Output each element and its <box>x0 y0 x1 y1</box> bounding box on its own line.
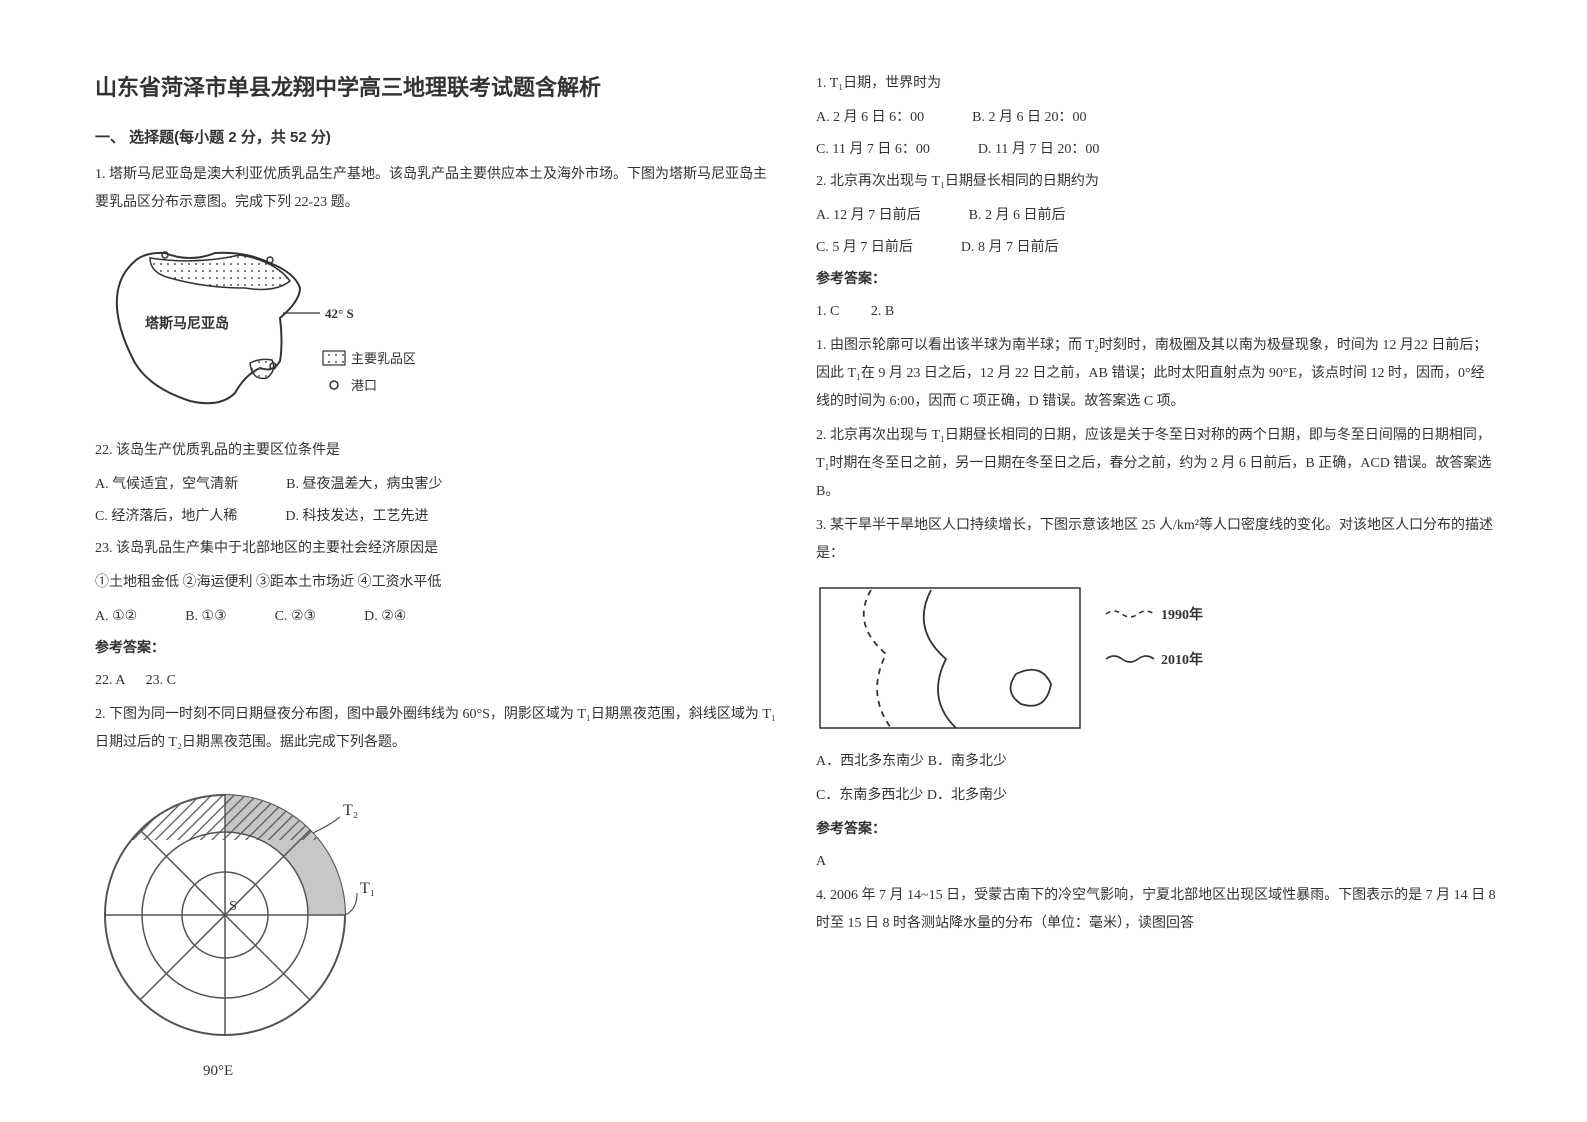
q2s2-d: D. 8 月 7 日前后 <box>961 234 1059 262</box>
legend-1990-line <box>1106 611 1154 617</box>
q2-sub2: 2. 北京再次出现与 T₁日期昼长相同的日期约为 <box>816 168 1497 196</box>
label-s: S <box>229 899 237 914</box>
q22-opt-d: D. 科技发达，工艺先进 <box>285 503 428 531</box>
q2s1-d: D. 11 月 7 日 20：00 <box>978 136 1100 164</box>
density-svg: 1990年 2010年 <box>816 584 1246 734</box>
q23-opt-d: D. ②④ <box>364 603 406 631</box>
q2s2-c: C. 5 月 7 日前后 <box>816 234 913 262</box>
legend-2010-label: 2010年 <box>1161 651 1203 668</box>
tasmania-map-svg: 42° S 塔斯马尼亚岛 主要乳品区 港口 <box>95 233 415 423</box>
line-2010 <box>924 590 956 728</box>
q2s2-b: B. 2 月 6 日前后 <box>969 202 1066 230</box>
q2-answer-line: 1. C 2. B <box>816 298 1497 326</box>
q22-opts-cd: C. 经济落后，地广人稀 D. 科技发达，工艺先进 <box>95 503 776 531</box>
label-t1: T₁ <box>360 880 375 897</box>
q3-answer: A <box>816 848 1497 876</box>
q22-text: 22. 该岛生产优质乳品的主要区位条件是 <box>95 437 776 465</box>
line-1990 <box>864 590 891 728</box>
q2s1-c: C. 11 月 7 日 6：00 <box>816 136 930 164</box>
q22-opt-a: A. 气候适宜，空气清新 <box>95 471 238 499</box>
q1-answer-label: 参考答案： <box>95 635 776 663</box>
q2-sub1-cd: C. 11 月 7 日 6：00 D. 11 月 7 日 20：00 <box>816 136 1497 164</box>
arc-t2 <box>313 817 340 833</box>
right-column: 1. T₁日期，世界时为 A. 2 月 6 日 6：00 B. 2 月 6 日 … <box>816 70 1497 1082</box>
q23-text: 23. 该岛乳品生产集中于北部地区的主要社会经济原因是 <box>95 535 776 563</box>
q2s2-a: A. 12 月 7 日前后 <box>816 202 921 230</box>
page-title: 山东省菏泽市单县龙翔中学高三地理联考试题含解析 <box>95 70 776 102</box>
left-column: 山东省菏泽市单县龙翔中学高三地理联考试题含解析 一、 选择题(每小题 2 分，共… <box>95 70 776 1082</box>
q2-expl1: 1. 由图示轮廓可以看出该半球为南半球；而 T₂时刻时，南极圈及其以南为极昼现象… <box>816 332 1497 416</box>
section-heading: 一、 选择题(每小题 2 分，共 52 分) <box>95 126 776 147</box>
q2-expl2: 2. 北京再次出现与 T₁日期昼长相同的日期，应该是关于冬至日对称的两个日期，即… <box>816 422 1497 506</box>
q2-sub1-ab: A. 2 月 6 日 6：00 B. 2 月 6 日 20：00 <box>816 104 1497 132</box>
q23-opt-a: A. ①② <box>95 603 137 631</box>
q1-stem: 1. 塔斯马尼亚岛是澳大利亚优质乳品生产基地。该岛乳产品主要供应本土及海外市场。… <box>95 161 776 217</box>
q3-figure: 1990年 2010年 <box>816 584 1497 734</box>
arc-t1 <box>345 893 357 915</box>
q3-stem: 3. 某干旱半干旱地区人口持续增长，下图示意该地区 25 人/km²等人口密度线… <box>816 512 1497 568</box>
globe-svg: T₂ T₁ S 90°E <box>95 775 395 1085</box>
q2-figure: T₂ T₁ S 90°E <box>95 775 776 1085</box>
lat-label: 42° S <box>325 306 354 321</box>
island-label: 塔斯马尼亚岛 <box>145 315 229 332</box>
q23-sub: ①土地租金低 ②海运便利 ③距本土市场近 ④工资水平低 <box>95 569 776 597</box>
q23-opt-c: C. ②③ <box>275 603 316 631</box>
q2-sub1: 1. T₁日期，世界时为 <box>816 70 1497 98</box>
label-t2: T₂ <box>343 802 358 819</box>
density-frame <box>820 588 1080 728</box>
legend-port-swatch <box>330 381 338 389</box>
q2-sub2-cd: C. 5 月 7 日前后 D. 8 月 7 日前后 <box>816 234 1497 262</box>
contour-2010 <box>1011 670 1051 706</box>
q22-opt-c: C. 经济落后，地广人稀 <box>95 503 237 531</box>
legend-dairy-swatch <box>323 351 345 365</box>
q2-answer-label: 参考答案： <box>816 266 1497 294</box>
q3-answer-label: 参考答案： <box>816 816 1497 844</box>
legend-2010-line <box>1106 656 1154 662</box>
q23-opt-b: B. ①③ <box>185 603 226 631</box>
legend-port-label: 港口 <box>351 378 377 393</box>
label-90e: 90°E <box>203 1063 233 1079</box>
q3-opts-cd: C．东南多西北少 D．北多南少 <box>816 782 1497 810</box>
q23-opts: A. ①② B. ①③ C. ②③ D. ②④ <box>95 603 776 631</box>
dairy-south <box>250 359 274 378</box>
legend-dairy-label: 主要乳品区 <box>351 351 415 366</box>
q1-figure: 42° S 塔斯马尼亚岛 主要乳品区 港口 <box>95 233 776 423</box>
q2s1-b: B. 2 月 6 日 20：00 <box>972 104 1086 132</box>
q1-answer: 22. A 23. C <box>95 667 776 695</box>
q4-stem: 4. 2006 年 7 月 14~15 日，受蒙古南下的冷空气影响，宁夏北部地区… <box>816 882 1497 938</box>
q2-stem: 2. 下图为同一时刻不同日期昼夜分布图，图中最外圈纬线为 60°S，阴影区域为 … <box>95 701 776 757</box>
q22-opts-ab: A. 气候适宜，空气清新 B. 昼夜温差大，病虫害少 <box>95 471 776 499</box>
q3-opts-ab: A．西北多东南少 B．南多北少 <box>816 748 1497 776</box>
legend-1990-label: 1990年 <box>1161 606 1203 623</box>
q22-opt-b: B. 昼夜温差大，病虫害少 <box>286 471 442 499</box>
q2s1-a: A. 2 月 6 日 6：00 <box>816 104 924 132</box>
q2-sub2-ab: A. 12 月 7 日前后 B. 2 月 6 日前后 <box>816 202 1497 230</box>
